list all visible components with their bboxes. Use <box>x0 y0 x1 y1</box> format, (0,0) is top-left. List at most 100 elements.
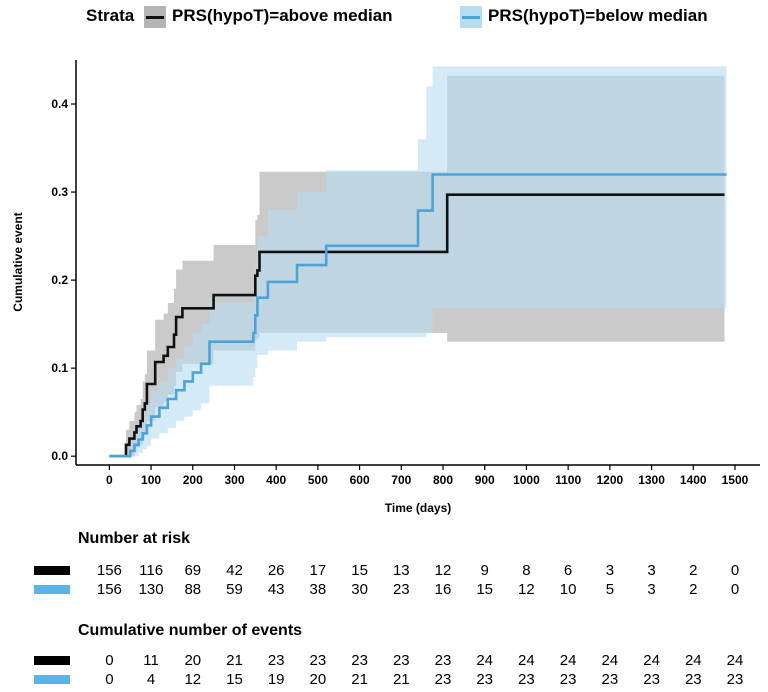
events_table-cell: 20 <box>184 652 202 669</box>
events_table-cell: 23 <box>309 652 327 669</box>
events_table-cell: 23 <box>643 671 660 688</box>
events_table-cell: 24 <box>559 652 577 669</box>
risk_table-cell: 156 <box>96 562 122 579</box>
events_table-cell: 24 <box>684 652 702 669</box>
events_table-row: 0 4 12 15 19 20 21 21 23 23 23 23 23 23 23 23 <box>0 671 768 689</box>
y-tick-label: 0.1 <box>51 361 68 375</box>
series-line-above-median <box>109 193 725 458</box>
events_table-cell: 23 <box>476 671 494 688</box>
events_table-cell: 21 <box>226 652 243 669</box>
risk_table-cell: 6 <box>563 562 573 579</box>
events_table-cell: 23 <box>267 652 285 669</box>
risk_table-cell: 116 <box>139 562 164 579</box>
y-tick-label: 0.0 <box>51 449 68 463</box>
x-tick-label: 1500 <box>722 473 749 487</box>
risk_table-cell: 88 <box>184 581 202 598</box>
y-tick-label: 0.4 <box>51 97 68 111</box>
risk_table-cell: 9 <box>480 562 489 579</box>
events_table-cell: 23 <box>559 671 577 688</box>
events_table-cell: 21 <box>351 671 368 688</box>
events_table-cell: 15 <box>226 671 243 688</box>
risk_table-cell: 30 <box>351 581 368 598</box>
events_table-cell: 23 <box>392 652 410 669</box>
legend: Strata PRS(hypoT)=above median PRS(hypoT… <box>0 6 768 34</box>
y-tick-label: 0.2 <box>51 273 68 287</box>
events_table-cell: 0 <box>105 652 114 669</box>
events_table-cell: 24 <box>726 652 744 669</box>
events_table-cell: 23 <box>434 652 452 669</box>
events_table-strata-swatch <box>34 656 70 665</box>
risk_table-cell: 8 <box>522 562 531 579</box>
events_table-cell: 20 <box>309 671 327 688</box>
x-tick-label: 1300 <box>638 473 665 487</box>
risk_table-cell: 5 <box>605 581 615 598</box>
events-table-title: Cumulative number of events <box>78 622 303 639</box>
events_table-cell: 23 <box>684 671 702 688</box>
risk_table-cell: 156 <box>96 581 122 598</box>
risk_table-row: 156 116 69 42 26 17 15 13 12 9 8 6 3 3 2 0 <box>0 562 768 580</box>
x-tick-label: 700 <box>391 473 411 487</box>
x-tick-label: 1100 <box>555 473 581 487</box>
y-axis-ticks: 0.0 0.1 0.2 0.3 0.4 <box>51 97 76 463</box>
risk_table-cell: 12 <box>518 581 535 598</box>
confidence-band-below-median <box>109 66 727 457</box>
risk_table-cell: 12 <box>434 562 452 579</box>
risk_table-cell: 59 <box>226 581 243 598</box>
x-tick-label: 500 <box>308 473 328 487</box>
events_table-cell: 24 <box>476 652 494 669</box>
y-tick-label: 0.3 <box>51 185 68 199</box>
risk_table-cell: 26 <box>267 562 285 579</box>
events_table-cell: 23 <box>601 671 619 688</box>
events_table-row: 0 11 20 21 23 23 23 23 23 24 24 24 24 24 24 24 <box>0 652 768 670</box>
x-tick-label: 1400 <box>680 473 707 487</box>
risk_table-cell: 16 <box>434 581 452 598</box>
risk_table-cell: 43 <box>267 581 285 598</box>
events_table-cell: 23 <box>726 671 744 688</box>
legend-key-below-median <box>460 6 482 28</box>
risk_table-cell: 10 <box>559 581 577 598</box>
risk_table-cell: 15 <box>476 581 494 598</box>
events_table-cell: 24 <box>601 652 619 669</box>
x-tick-label: 100 <box>141 473 161 487</box>
legend-label-below-median: PRS(hypoT)=below median <box>488 6 708 25</box>
risk_table-strata-swatch <box>34 566 70 575</box>
risk_table-cell: 42 <box>226 562 243 579</box>
events_table-cell: 23 <box>518 671 535 688</box>
x-tick-label: 200 <box>183 473 203 487</box>
y-axis-label: Cumulative event <box>11 212 25 311</box>
x-axis-label: Time (days) <box>385 501 451 515</box>
x-tick-label: 900 <box>475 473 495 487</box>
series-lines <box>109 173 727 458</box>
events_table-cell: 21 <box>392 671 410 688</box>
risk_table-cell: 130 <box>138 581 164 598</box>
risk_table-cell: 2 <box>689 581 698 598</box>
events_table-cell: 19 <box>267 671 285 688</box>
cumulative-event-plot: 0.0 0.1 0.2 0.3 0.4 0 100 200 300 400 500 600 700 80… <box>11 60 760 515</box>
risk_table-cell: 17 <box>309 562 327 579</box>
x-tick-label: 400 <box>266 473 286 487</box>
risk_table-cell: 3 <box>605 562 615 579</box>
legend-key-above-median <box>144 6 166 28</box>
x-tick-label: 1200 <box>597 473 624 487</box>
events_table-cell: 12 <box>184 671 202 688</box>
risk_table-cell: 3 <box>647 581 656 598</box>
events_table-cell: 24 <box>643 652 660 669</box>
confidence-bands <box>109 66 727 457</box>
risk_table-cell: 23 <box>392 581 410 598</box>
events_table-cell: 23 <box>434 671 452 688</box>
risk_table-cell: 38 <box>309 581 327 598</box>
risk_table-cell: 69 <box>184 562 202 579</box>
events_table-cell: 24 <box>518 652 535 669</box>
risk_table-cell: 2 <box>689 562 698 579</box>
risk_table-cell: 0 <box>730 562 740 579</box>
legend-title: Strata <box>86 6 135 25</box>
risk_table-cell: 3 <box>647 562 656 579</box>
events_table-cell: 23 <box>351 652 368 669</box>
risk_table-row: 156 130 88 59 43 38 30 23 16 15 12 10 5 3 2 0 <box>0 581 768 599</box>
events_table-strata-swatch <box>34 675 70 684</box>
x-axis-ticks: 0 100 200 300 400 500 600 700 800 900 1000 1100 1200… <box>106 465 749 487</box>
x-tick-label: 600 <box>350 473 370 487</box>
x-tick-label: 0 <box>106 473 113 487</box>
events_table-cell: 4 <box>146 671 156 688</box>
legend-label-above-median: PRS(hypoT)=above median <box>172 6 393 25</box>
